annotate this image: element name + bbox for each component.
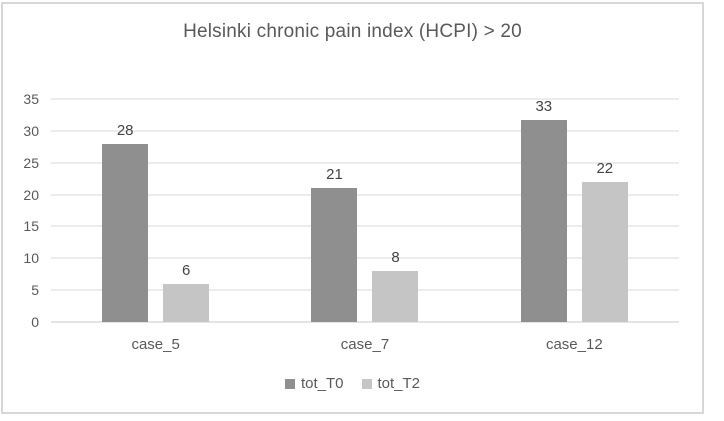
bar-tot_T0-case_12 xyxy=(520,120,567,322)
legend-item-tot_T0: tot_T0 xyxy=(284,375,344,392)
y-axis-tick-label: 0 xyxy=(31,314,39,330)
legend-label-tot_T2: tot_T2 xyxy=(377,375,421,392)
bar-column-tot_T0-case_5: 28 xyxy=(102,99,149,322)
bar-column-tot_T2-case_7: 8 xyxy=(372,99,419,322)
bar-tot_T0-case_7 xyxy=(311,188,358,322)
bar-column-tot_T0-case_12: 33 xyxy=(520,98,567,322)
y-axis-tick-label: 35 xyxy=(23,91,39,107)
legend: tot_T0 tot_T2 xyxy=(3,376,702,391)
bar-column-tot_T2-case_5: 6 xyxy=(163,99,210,322)
data-label-tot_T2-case_7: 8 xyxy=(391,249,400,267)
chart-title: Helsinki chronic pain index (HCPI) > 20 xyxy=(183,21,522,42)
gridline xyxy=(51,98,679,100)
x-axis-line xyxy=(51,321,679,323)
plot-area: 0 5 10 15 20 25 30 35 28 6 21 8 33 22 case_5 case_7 ca… xyxy=(23,92,679,353)
bar-groups: 28 6 21 8 33 22 xyxy=(51,99,679,322)
data-label-tot_T0-case_12: 33 xyxy=(535,98,553,115)
gridline xyxy=(51,257,679,259)
y-axis-tick-label: 5 xyxy=(31,282,39,299)
y-axis-tick-label: 15 xyxy=(23,218,39,235)
bar-tot_T2-case_5 xyxy=(163,283,210,322)
data-label-tot_T2-case_12: 22 xyxy=(596,159,614,177)
legend-swatch-tot_T2 xyxy=(361,378,372,389)
bar-tot_T2-case_7 xyxy=(372,271,419,322)
y-axis-tick-label: 10 xyxy=(23,250,39,267)
bar-tot_T2-case_12 xyxy=(581,181,628,322)
legend-swatch-tot_T0 xyxy=(284,378,295,389)
gridline xyxy=(51,225,679,227)
legend-item-tot_T2: tot_T2 xyxy=(361,375,421,392)
bar-group-case_12: 33 22 xyxy=(470,99,679,322)
y-axis-tick-label: 25 xyxy=(23,154,39,171)
gridline xyxy=(51,162,679,164)
data-label-tot_T2-case_5: 6 xyxy=(181,261,191,279)
bar-tot_T0-case_5 xyxy=(102,143,149,322)
category-label-case_12: case_12 xyxy=(545,336,603,353)
y-axis-tick-label: 30 xyxy=(23,122,39,139)
category-label-case_7: case_7 xyxy=(340,336,390,353)
y-axis-tick-label: 20 xyxy=(23,186,39,203)
gridline xyxy=(51,289,679,291)
gridline xyxy=(51,130,679,132)
legend-label-tot_T0: tot_T0 xyxy=(300,375,344,392)
gridline xyxy=(51,194,679,196)
data-label-tot_T0-case_5: 28 xyxy=(116,121,134,139)
bar-group-case_5: 28 6 xyxy=(51,99,260,322)
bar-column-tot_T0-case_7: 21 xyxy=(311,99,358,322)
data-label-tot_T0-case_7: 21 xyxy=(326,166,343,184)
bar-column-tot_T2-case_12: 22 xyxy=(581,99,628,322)
chart-frame: Helsinki chronic pain index (HCPI) > 20 … xyxy=(1,2,704,414)
y-axis: 0 5 10 15 20 25 30 35 xyxy=(5,92,39,329)
x-axis-labels: case_5 case_7 case_12 xyxy=(51,336,679,353)
category-label-case_5: case_5 xyxy=(131,336,180,353)
bar-group-case_7: 21 8 xyxy=(260,99,469,322)
